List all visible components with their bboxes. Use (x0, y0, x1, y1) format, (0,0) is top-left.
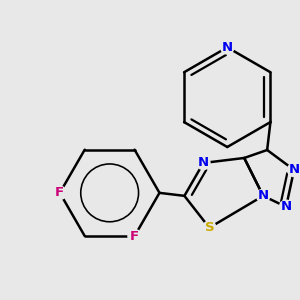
Text: N: N (258, 189, 269, 203)
Circle shape (203, 221, 216, 234)
Circle shape (256, 189, 270, 203)
Text: N: N (289, 164, 300, 176)
Circle shape (287, 163, 300, 177)
Text: S: S (205, 221, 214, 234)
Text: N: N (198, 157, 209, 169)
Circle shape (53, 186, 66, 200)
Circle shape (220, 41, 234, 54)
Text: N: N (280, 200, 292, 213)
Circle shape (197, 156, 210, 170)
Text: F: F (55, 186, 64, 200)
Text: N: N (222, 41, 233, 54)
Text: F: F (130, 230, 139, 242)
Circle shape (128, 230, 141, 243)
Circle shape (280, 200, 293, 213)
